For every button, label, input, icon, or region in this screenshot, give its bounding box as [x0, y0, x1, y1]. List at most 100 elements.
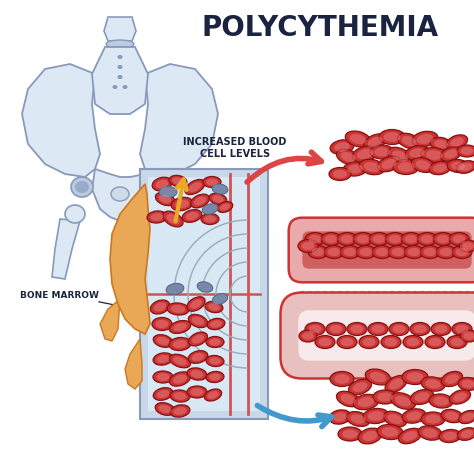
Ellipse shape	[330, 372, 354, 386]
Ellipse shape	[151, 213, 164, 221]
Ellipse shape	[340, 394, 356, 404]
Ellipse shape	[209, 374, 221, 381]
Ellipse shape	[197, 282, 213, 293]
Polygon shape	[92, 48, 148, 115]
Ellipse shape	[420, 235, 434, 244]
Ellipse shape	[194, 197, 206, 206]
Ellipse shape	[463, 332, 474, 340]
Ellipse shape	[172, 178, 184, 185]
Ellipse shape	[337, 233, 357, 246]
Ellipse shape	[206, 337, 224, 348]
Ellipse shape	[449, 233, 469, 246]
Ellipse shape	[382, 427, 399, 437]
Ellipse shape	[429, 162, 451, 175]
Ellipse shape	[443, 432, 457, 440]
Ellipse shape	[175, 200, 189, 209]
Ellipse shape	[319, 338, 331, 347]
Ellipse shape	[185, 180, 205, 195]
Ellipse shape	[112, 86, 118, 90]
Ellipse shape	[441, 409, 463, 423]
Polygon shape	[104, 18, 136, 42]
Ellipse shape	[447, 160, 469, 173]
Ellipse shape	[201, 214, 219, 225]
Ellipse shape	[398, 163, 414, 173]
Ellipse shape	[192, 335, 204, 344]
Ellipse shape	[344, 248, 356, 257]
Ellipse shape	[343, 162, 367, 177]
Polygon shape	[100, 299, 120, 341]
Ellipse shape	[413, 325, 427, 334]
Ellipse shape	[440, 147, 462, 162]
Ellipse shape	[207, 391, 219, 399]
Ellipse shape	[155, 320, 168, 329]
Ellipse shape	[347, 165, 363, 174]
Ellipse shape	[421, 148, 447, 163]
Ellipse shape	[188, 315, 208, 328]
Ellipse shape	[122, 86, 128, 90]
Ellipse shape	[368, 323, 388, 336]
Ellipse shape	[415, 161, 430, 170]
Ellipse shape	[435, 325, 447, 334]
Ellipse shape	[377, 157, 401, 173]
Ellipse shape	[456, 248, 468, 257]
Ellipse shape	[329, 410, 351, 424]
Ellipse shape	[65, 206, 85, 224]
Ellipse shape	[206, 179, 218, 186]
Ellipse shape	[188, 351, 208, 364]
Ellipse shape	[373, 235, 385, 244]
Ellipse shape	[302, 332, 314, 340]
Ellipse shape	[377, 425, 403, 440]
Polygon shape	[140, 65, 218, 178]
Ellipse shape	[389, 323, 409, 336]
Ellipse shape	[167, 303, 189, 315]
Ellipse shape	[393, 160, 419, 175]
Ellipse shape	[187, 386, 207, 398]
Ellipse shape	[337, 336, 357, 349]
Ellipse shape	[404, 235, 418, 244]
Ellipse shape	[191, 353, 204, 361]
Ellipse shape	[408, 248, 420, 257]
Ellipse shape	[425, 336, 445, 349]
Ellipse shape	[364, 162, 380, 173]
Ellipse shape	[340, 246, 360, 259]
Ellipse shape	[375, 248, 389, 257]
Text: INCREASED BLOOD
CELL LEVELS: INCREASED BLOOD CELL LEVELS	[183, 137, 287, 158]
Ellipse shape	[353, 233, 373, 246]
Ellipse shape	[305, 323, 325, 336]
Text: POLYCYTHEMIA: POLYCYTHEMIA	[201, 14, 438, 42]
Ellipse shape	[159, 405, 172, 413]
Ellipse shape	[309, 235, 321, 244]
Ellipse shape	[447, 336, 467, 349]
Ellipse shape	[373, 390, 397, 404]
Ellipse shape	[365, 369, 391, 385]
Ellipse shape	[352, 147, 378, 162]
Ellipse shape	[169, 338, 191, 351]
Ellipse shape	[156, 373, 170, 381]
Ellipse shape	[208, 304, 220, 311]
Ellipse shape	[166, 214, 180, 224]
Ellipse shape	[417, 233, 437, 246]
Ellipse shape	[202, 204, 218, 215]
Text: BONE MARROW: BONE MARROW	[20, 290, 132, 309]
Ellipse shape	[421, 377, 445, 392]
Ellipse shape	[170, 405, 190, 417]
Ellipse shape	[407, 372, 423, 382]
Ellipse shape	[421, 412, 445, 426]
Ellipse shape	[402, 431, 418, 441]
Ellipse shape	[337, 392, 359, 407]
Ellipse shape	[363, 338, 375, 347]
Ellipse shape	[420, 246, 440, 259]
Ellipse shape	[170, 354, 191, 368]
Ellipse shape	[118, 56, 122, 60]
Polygon shape	[52, 219, 80, 280]
Ellipse shape	[151, 182, 165, 194]
Ellipse shape	[169, 321, 191, 334]
Ellipse shape	[428, 338, 441, 347]
Ellipse shape	[169, 176, 187, 187]
Ellipse shape	[444, 150, 458, 159]
Ellipse shape	[395, 396, 411, 407]
Ellipse shape	[346, 412, 370, 426]
Ellipse shape	[452, 246, 472, 259]
Ellipse shape	[347, 323, 367, 336]
Ellipse shape	[191, 388, 203, 396]
